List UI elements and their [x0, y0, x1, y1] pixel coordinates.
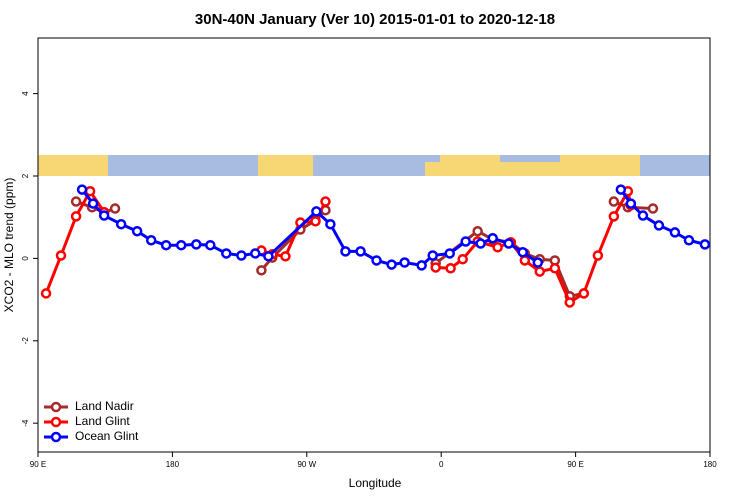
data-point — [109, 203, 121, 214]
data-point — [221, 248, 232, 259]
series-line — [44, 187, 633, 305]
y-axis-label: XCO2 - MLO trend (ppm) — [2, 178, 16, 313]
data-point — [175, 239, 187, 251]
data-point — [625, 198, 637, 209]
legend-marker — [50, 416, 62, 428]
data-point — [549, 263, 561, 274]
data-point — [517, 246, 528, 258]
data-point — [457, 253, 468, 265]
data-point — [444, 248, 455, 259]
plot-frame — [37, 37, 711, 453]
data-point — [55, 250, 67, 261]
data-point — [519, 255, 531, 266]
legend-marker — [50, 401, 62, 413]
data-point — [70, 196, 82, 207]
data-point — [40, 288, 52, 299]
data-point — [325, 218, 336, 230]
data-point — [320, 196, 331, 207]
data-point — [683, 235, 695, 246]
x-tick-label: 180 — [166, 460, 180, 469]
data-point — [205, 239, 216, 251]
legend-marker — [50, 431, 62, 443]
data-point — [399, 257, 410, 268]
data-point — [311, 206, 322, 217]
data-point — [280, 251, 291, 262]
data-point — [416, 260, 427, 271]
legend-label: Ocean Glint — [75, 429, 139, 443]
data-point — [236, 250, 247, 261]
x-tick-label: 90 E — [567, 460, 583, 469]
x-tick-label: 0 — [439, 460, 444, 469]
x-tick-label: 90 W — [297, 460, 316, 469]
data-point — [70, 211, 82, 222]
data-point — [492, 242, 503, 253]
data-point — [131, 225, 143, 237]
data-point — [263, 251, 274, 262]
data-point — [191, 239, 202, 250]
data-point — [503, 238, 514, 249]
data-point — [371, 255, 382, 266]
x-tick-label: 90 E — [30, 460, 46, 469]
data-point — [256, 265, 267, 276]
data-point — [653, 220, 665, 231]
data-point — [310, 216, 321, 227]
data-point — [615, 184, 627, 195]
x-tick-label: 180 — [703, 460, 717, 469]
data-point — [564, 297, 576, 308]
data-point — [647, 203, 659, 214]
data-point — [534, 266, 546, 277]
y-tick-label: 0 — [21, 256, 30, 261]
data-point — [430, 262, 441, 273]
data-point — [340, 246, 351, 257]
x-axis-label: Longitude — [349, 476, 402, 490]
data-point — [355, 246, 366, 257]
y-tick-label: 4 — [21, 91, 30, 96]
data-point — [115, 218, 127, 230]
data-point — [76, 184, 88, 195]
data-point — [608, 211, 620, 222]
data-point — [250, 248, 261, 259]
data-point — [472, 225, 483, 237]
data-point — [160, 239, 172, 251]
data-point — [487, 232, 498, 244]
data-point — [669, 227, 681, 238]
chart-title: 30N-40N January (Ver 10) 2015-01-01 to 2… — [195, 11, 555, 28]
legend-label: Land Nadir — [75, 399, 134, 413]
data-point — [475, 238, 486, 249]
data-point — [145, 235, 157, 246]
data-point — [98, 210, 110, 221]
data-point — [578, 288, 590, 299]
data-point — [592, 250, 604, 261]
y-tick-label: 2 — [21, 173, 30, 178]
legend-label: Land Glint — [75, 414, 130, 428]
data-point — [445, 263, 456, 274]
data-point — [460, 236, 471, 247]
data-point — [427, 250, 438, 261]
data-point — [637, 210, 649, 221]
data-point — [386, 259, 397, 270]
data-point — [699, 239, 711, 250]
y-tick-label: -4 — [21, 419, 30, 427]
data-point — [608, 196, 620, 207]
y-tick-label: -2 — [21, 337, 30, 345]
map-strip — [38, 155, 710, 176]
data-point — [532, 257, 544, 268]
data-point — [87, 198, 99, 209]
